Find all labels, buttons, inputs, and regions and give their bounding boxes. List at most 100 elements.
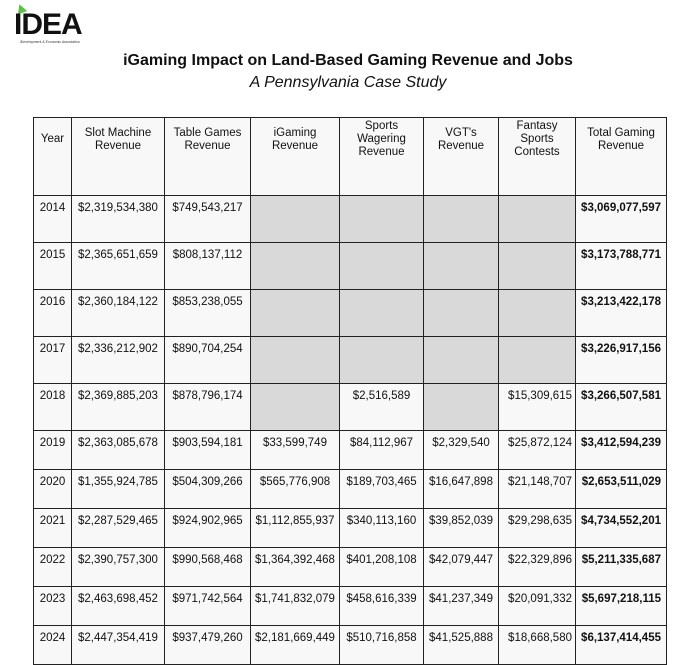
revenue-cell — [423, 195, 499, 243]
table-row: 2018 $2,369,885,203 $878,796,174 $2,516,589… — [33, 383, 667, 431]
column-header-line: Contests — [514, 146, 560, 158]
revenue-cell: $924,902,965 — [164, 508, 251, 548]
revenue-cell: $903,594,181 — [164, 430, 251, 470]
year-cell: 2021 — [33, 508, 72, 548]
table-row: 2016 $2,360,184,122 $853,238,055 $3,213,422… — [33, 289, 667, 337]
revenue-cell: $1,364,392,468 — [250, 547, 340, 587]
revenue-cell: $2,363,085,678 — [71, 430, 165, 470]
revenue-cell — [498, 289, 576, 337]
revenue-cell: $25,872,124 — [498, 430, 576, 470]
column-header: iGaming Revenue — [250, 117, 340, 196]
column-header-line: Revenue — [271, 140, 319, 152]
year-cell: 2024 — [33, 625, 72, 665]
revenue-cell — [423, 383, 499, 431]
revenue-cell: $2,447,354,419 — [71, 625, 165, 665]
revenue-cell: $42,079,447 — [423, 547, 499, 587]
column-header: Year — [33, 117, 72, 196]
revenue-cell: $1,112,855,937 — [250, 508, 340, 548]
revenue-cell — [250, 336, 340, 384]
column-header-line: Wagering — [357, 133, 406, 145]
idea-logo: IDEA iDevelopment & Economic Association — [14, 2, 94, 44]
table-header-row: Year Slot Machine Revenue Table Games Revenu… — [33, 117, 667, 196]
column-header-line: iGaming — [273, 127, 317, 139]
revenue-cell: $84,112,967 — [339, 430, 424, 470]
revenue-cell: $853,238,055 — [164, 289, 251, 337]
table-row: 2014 $2,319,534,380 $749,543,217 $3,069,077… — [33, 195, 667, 243]
column-header-line: Year — [40, 133, 65, 145]
revenue-cell: $22,329,896 — [498, 547, 576, 587]
page-title: iGaming Impact on Land-Based Gaming Reve… — [123, 52, 573, 69]
column-header-line: VGT's — [445, 127, 477, 139]
revenue-cell: $29,298,635 — [498, 508, 576, 548]
revenue-cell — [423, 289, 499, 337]
revenue-cell: $1,741,832,079 — [250, 586, 340, 626]
revenue-cell: $808,137,112 — [164, 242, 251, 290]
total-cell: $3,412,594,239 — [575, 430, 667, 470]
table-row: 2024 $2,447,354,419 $937,479,260 $2,181,669… — [33, 625, 667, 665]
revenue-cell: $458,616,339 — [339, 586, 424, 626]
revenue-cell: $2,390,757,300 — [71, 547, 165, 587]
revenue-cell — [339, 289, 424, 337]
revenue-cell — [250, 289, 340, 337]
column-header-line: Revenue — [597, 140, 645, 152]
logo-text: IDEA — [14, 8, 83, 41]
column-header-line: Revenue — [184, 140, 231, 152]
total-cell: $2,653,511,029 — [575, 469, 667, 509]
total-cell: $6,137,414,455 — [575, 625, 667, 665]
table-row: 2021 $2,287,529,465 $924,902,965 $1,112,855… — [33, 508, 667, 548]
total-cell: $3,173,788,771 — [575, 242, 667, 290]
revenue-cell: $39,852,039 — [423, 508, 499, 548]
column-header: Total Gaming Revenue — [575, 117, 667, 196]
revenue-cell: $2,287,529,465 — [71, 508, 165, 548]
year-cell: 2018 — [33, 383, 72, 431]
revenue-cell — [498, 336, 576, 384]
revenue-cell: $18,668,580 — [498, 625, 576, 665]
column-header: Fantasy Sports Contests — [498, 117, 576, 196]
column-header-line: Revenue — [94, 140, 142, 152]
revenue-cell: $33,599,749 — [250, 430, 340, 470]
revenue-cell: $21,148,707 — [498, 469, 576, 509]
logo-tagline: iDevelopment & Economic Association — [20, 40, 80, 44]
revenue-cell — [498, 195, 576, 243]
year-cell: 2017 — [33, 336, 72, 384]
revenue-cell: $2,365,651,659 — [71, 242, 165, 290]
revenue-cell: $15,309,615 — [498, 383, 576, 431]
year-cell: 2015 — [33, 242, 72, 290]
revenue-cell: $2,516,589 — [339, 383, 424, 431]
revenue-table: Year Slot Machine Revenue Table Games Revenu… — [33, 117, 667, 665]
revenue-cell — [250, 383, 340, 431]
revenue-cell: $2,319,534,380 — [71, 195, 165, 243]
total-cell: $5,211,335,687 — [575, 547, 667, 587]
revenue-cell — [250, 242, 340, 290]
revenue-cell — [423, 336, 499, 384]
revenue-cell: $990,568,468 — [164, 547, 251, 587]
revenue-cell: $41,525,888 — [423, 625, 499, 665]
revenue-cell — [250, 195, 340, 243]
column-header-line: Slot Machine — [84, 127, 152, 139]
revenue-cell: $749,543,217 — [164, 195, 251, 243]
revenue-cell — [498, 242, 576, 290]
revenue-cell: $2,360,184,122 — [71, 289, 165, 337]
revenue-cell: $2,181,669,449 — [250, 625, 340, 665]
revenue-cell: $20,091,332 — [498, 586, 576, 626]
table-row: 2017 $2,336,212,902 $890,704,254 $3,226,917… — [33, 336, 667, 384]
table-row: 2015 $2,365,651,659 $808,137,112 $3,173,788… — [33, 242, 667, 290]
year-cell: 2014 — [33, 195, 72, 243]
revenue-cell — [339, 336, 424, 384]
column-header-line: Table Games — [173, 127, 242, 139]
revenue-cell — [339, 242, 424, 290]
revenue-cell: $189,703,465 — [339, 469, 424, 509]
revenue-cell: $1,355,924,785 — [71, 469, 165, 509]
revenue-cell: $565,776,908 — [250, 469, 340, 509]
column-header: Sports Wagering Revenue — [339, 117, 424, 196]
table-row: 2022 $2,390,757,300 $990,568,468 $1,364,392… — [33, 547, 667, 587]
revenue-cell: $937,479,260 — [164, 625, 251, 665]
revenue-cell — [339, 195, 424, 243]
total-cell: $5,697,218,115 — [575, 586, 667, 626]
revenue-cell: $41,237,349 — [423, 586, 499, 626]
revenue-cell: $2,463,698,452 — [71, 586, 165, 626]
total-cell: $3,226,917,156 — [575, 336, 667, 384]
revenue-cell: $2,369,885,203 — [71, 383, 165, 431]
column-header-line: Sports — [364, 120, 399, 132]
column-header: VGT's Revenue — [423, 117, 499, 196]
